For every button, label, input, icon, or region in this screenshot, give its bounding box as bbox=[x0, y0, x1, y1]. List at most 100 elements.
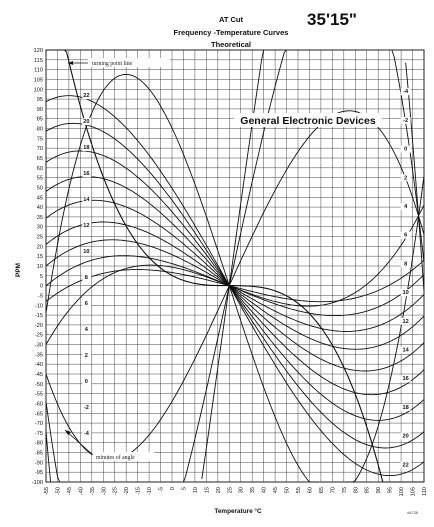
curve-label-backdrop bbox=[82, 429, 92, 437]
curve-label-layer: 2220181614121086420-2-4-4-20246810121416… bbox=[82, 88, 411, 469]
curve-label-right: 22 bbox=[403, 462, 409, 468]
y-tick-label: 80 bbox=[37, 127, 43, 133]
grid-layer bbox=[45, 49, 425, 483]
y-tick-label: 50 bbox=[37, 185, 43, 191]
cut-angle: 35'15" bbox=[307, 10, 357, 29]
curve-label-backdrop bbox=[82, 377, 92, 385]
y-tick-label: 110 bbox=[34, 68, 43, 74]
curve-layer bbox=[45, 49, 425, 483]
curve-label-backdrop bbox=[82, 325, 92, 333]
x-tick-label: 110 bbox=[422, 487, 428, 496]
y-tick-label: -10 bbox=[35, 303, 43, 309]
y-tick-label: 95 bbox=[37, 97, 43, 103]
x-tick-label: -35 bbox=[90, 487, 96, 495]
curve-label-left: 12 bbox=[83, 223, 89, 229]
x-tick-label: -25 bbox=[113, 487, 119, 495]
curve-label-left: 20 bbox=[83, 119, 89, 125]
series-line-4 bbox=[45, 73, 425, 483]
series-line-2 bbox=[45, 204, 425, 345]
brand-name: General Electronic Devices bbox=[240, 115, 376, 127]
y-tick-label: 55 bbox=[37, 176, 43, 182]
y-tick-label: -85 bbox=[35, 451, 43, 457]
y-tick-label: 90 bbox=[37, 107, 43, 113]
y-tick-label: 15 bbox=[37, 254, 43, 260]
x-tick-label: 35 bbox=[250, 487, 256, 493]
turning-point-backdrop bbox=[88, 58, 170, 67]
curve-label-backdrop bbox=[82, 144, 92, 152]
series-line-22 bbox=[45, 95, 425, 477]
curve-label-right: 18 bbox=[403, 405, 409, 411]
x-tick-label: 45 bbox=[273, 487, 279, 493]
y-tick-label: -40 bbox=[35, 362, 43, 368]
x-tick-label: -50 bbox=[55, 487, 61, 495]
curve-label-right: 8 bbox=[404, 261, 407, 267]
series-line-12 bbox=[45, 221, 425, 350]
curve-label-backdrop bbox=[82, 222, 92, 230]
curve-label-backdrop bbox=[82, 196, 92, 204]
curve-label-left: 22 bbox=[83, 93, 89, 99]
x-tick-label: -10 bbox=[147, 487, 153, 495]
curve-label-backdrop bbox=[400, 403, 411, 411]
x-tick-label: 40 bbox=[262, 487, 268, 493]
curve-label-right: 16 bbox=[403, 376, 409, 382]
curve-label-backdrop bbox=[400, 289, 411, 297]
curve-label-backdrop bbox=[400, 461, 411, 469]
chart-subtitle: Frequency -Temperature Curves bbox=[174, 28, 289, 37]
x-tick-label: 55 bbox=[296, 487, 302, 493]
curve-label-backdrop bbox=[82, 248, 92, 256]
curve-label-right: 0 bbox=[404, 147, 407, 153]
curve-label-backdrop bbox=[82, 299, 92, 307]
x-tick-label: 95 bbox=[388, 487, 394, 493]
curve-label-backdrop bbox=[400, 260, 411, 268]
y-tick-label: -35 bbox=[35, 352, 43, 358]
y-tick-label: -55 bbox=[35, 392, 43, 398]
series-line-6 bbox=[45, 259, 425, 303]
curve-label-left: 0 bbox=[85, 379, 88, 385]
curve-label-backdrop bbox=[400, 375, 411, 383]
curve-label-left: 14 bbox=[83, 197, 90, 203]
curve-label-backdrop bbox=[82, 273, 92, 281]
curve-label-left: 18 bbox=[83, 145, 89, 151]
curve-label-backdrop bbox=[400, 346, 411, 354]
y-tick-label: -65 bbox=[35, 411, 43, 417]
y-tick-label: -20 bbox=[35, 323, 43, 329]
y-axis-label: PPM bbox=[15, 263, 22, 277]
figure-code: x8738 bbox=[407, 510, 419, 515]
curve-label-left: 8 bbox=[85, 275, 88, 281]
chart-title: AT Cut bbox=[219, 15, 244, 24]
y-tick-label: -5 bbox=[38, 293, 43, 299]
curve-label-backdrop bbox=[400, 202, 411, 210]
curve-label-backdrop bbox=[400, 145, 411, 153]
tick-layer: -55 -50 -45 -40 -35 -30 -25 -20 -15 -10 -5 0 5 10 15 20… bbox=[32, 48, 428, 496]
y-tick-label: -90 bbox=[35, 460, 43, 466]
x-tick-label: -40 bbox=[78, 487, 84, 495]
curve-label-backdrop bbox=[400, 432, 411, 440]
x-tick-label: 105 bbox=[411, 487, 417, 496]
curve-label-left: -4 bbox=[84, 431, 90, 437]
x-tick-label: 25 bbox=[227, 487, 233, 493]
y-tick-label: 120 bbox=[34, 48, 43, 54]
y-tick-label: 115 bbox=[34, 58, 43, 64]
curve-label-right: -4 bbox=[403, 89, 409, 95]
x-tick-label: 85 bbox=[365, 487, 371, 493]
x-tick-label: 70 bbox=[330, 487, 336, 493]
x-tick-label: 75 bbox=[342, 487, 348, 493]
series-line-16 bbox=[45, 176, 425, 396]
curve-label-backdrop bbox=[400, 88, 411, 96]
curve-label-backdrop bbox=[82, 118, 92, 126]
x-tick-label: 80 bbox=[353, 487, 359, 493]
turning-point-note: turning point line bbox=[92, 61, 133, 67]
y-tick-label: 35 bbox=[37, 215, 43, 221]
y-tick-label: 25 bbox=[37, 235, 43, 241]
x-tick-label: 10 bbox=[193, 487, 199, 493]
x-tick-label: 100 bbox=[399, 487, 405, 496]
x-tick-label: -45 bbox=[67, 487, 73, 495]
y-tick-label: -60 bbox=[35, 401, 43, 407]
y-tick-label: -50 bbox=[35, 382, 43, 388]
curve-label-left: 16 bbox=[83, 171, 89, 177]
x-tick-label: 5 bbox=[181, 487, 187, 490]
series-line-10 bbox=[45, 239, 425, 332]
curve-label-right: 20 bbox=[403, 434, 409, 440]
y-tick-label: -15 bbox=[35, 313, 43, 319]
y-tick-label: -25 bbox=[35, 333, 43, 339]
